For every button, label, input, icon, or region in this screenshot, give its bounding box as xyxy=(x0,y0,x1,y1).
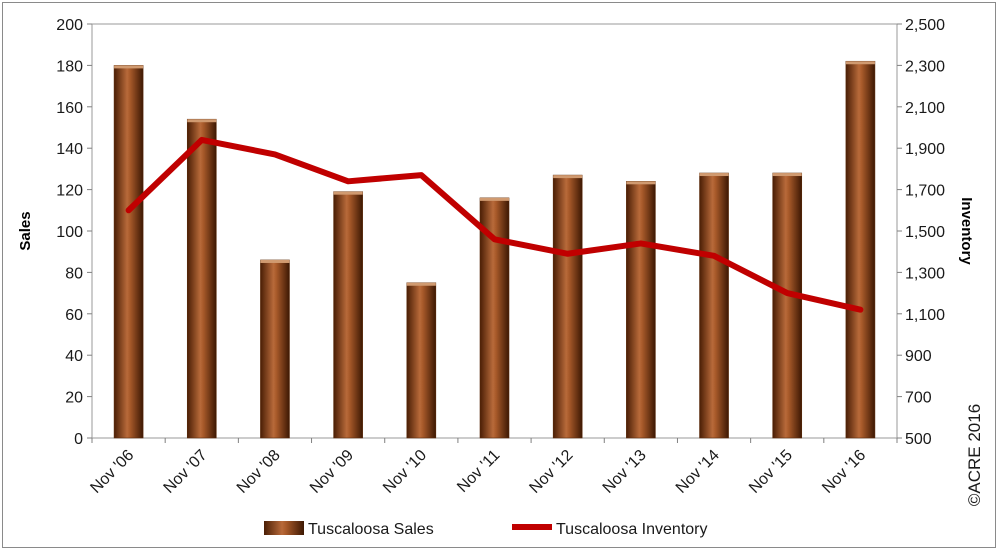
x-tick-label-10: Nov '16 xyxy=(819,447,869,497)
legend-inventory-label: Tuscaloosa Inventory xyxy=(556,521,707,538)
y-tick-label-1: 20 xyxy=(65,390,83,407)
y2-tick-label-2: 900 xyxy=(905,348,932,365)
bar-sales-top-1 xyxy=(187,119,217,123)
x-tick-label-5: Nov '11 xyxy=(454,447,503,496)
x-tick-label-6: Nov '12 xyxy=(526,447,576,497)
y-tick-label-3: 60 xyxy=(65,307,83,324)
y2-tick-label-9: 2,300 xyxy=(905,58,945,75)
line-layer xyxy=(125,136,864,313)
y2-tick-label-7: 1,900 xyxy=(905,141,945,158)
y-axis-title: Sales xyxy=(17,211,34,250)
y2-tick-label-1: 700 xyxy=(905,390,932,407)
y2-tick-label-5: 1,500 xyxy=(905,224,945,241)
y2-tick-label-6: 1,700 xyxy=(905,183,945,200)
x-tick-label-3: Nov '09 xyxy=(307,447,357,497)
y-tick-label-9: 180 xyxy=(56,58,83,75)
bar-sales-6 xyxy=(552,174,583,439)
bar-sales-8 xyxy=(699,172,729,439)
copyright-annotation: ©ACRE 2016 xyxy=(965,404,984,506)
x-tick-label-4: Nov '10 xyxy=(380,447,430,497)
bar-sales-top-10 xyxy=(845,61,875,65)
y-tick-label-0: 0 xyxy=(74,431,83,448)
y2-axis-title: Inventory xyxy=(958,197,975,265)
y2-tick-label-8: 2,100 xyxy=(905,100,945,117)
y-tick-label-8: 160 xyxy=(56,100,83,117)
x-tick-label-9: Nov '15 xyxy=(746,447,796,497)
bar-sales-top-6 xyxy=(553,175,583,179)
bar-sales-top-3 xyxy=(333,191,363,195)
y2-tick-label-10: 2,500 xyxy=(905,17,945,34)
x-tick-label-2: Nov '08 xyxy=(234,447,284,497)
bar-sales-10 xyxy=(845,60,876,439)
y-tick-label-2: 40 xyxy=(65,348,83,365)
bar-sales-top-8 xyxy=(699,173,729,177)
legend-sales-swatch xyxy=(264,521,304,535)
bar-sales-2 xyxy=(260,259,290,439)
y2-tick-label-4: 1,300 xyxy=(905,265,945,282)
y2-tick-label-0: 500 xyxy=(905,431,932,448)
bar-sales-3 xyxy=(333,191,363,439)
bar-sales-9 xyxy=(772,172,803,439)
y2-tick-label-3: 1,100 xyxy=(905,307,945,324)
bar-sales-top-9 xyxy=(772,173,802,177)
bar-sales-top-5 xyxy=(480,197,509,201)
y-tick-label-7: 140 xyxy=(56,141,83,158)
bar-sales-top-7 xyxy=(626,181,656,185)
bar-sales-4 xyxy=(406,282,437,439)
bar-sales-1 xyxy=(186,118,217,439)
y-tick-label-5: 100 xyxy=(56,224,83,241)
y-tick-label-10: 200 xyxy=(56,17,83,34)
bar-sales-top-0 xyxy=(114,65,144,69)
x-tick-label-0: Nov '06 xyxy=(87,447,137,497)
y-tick-label-6: 120 xyxy=(56,183,83,200)
legend: Tuscaloosa Sales Tuscaloosa Inventory xyxy=(264,521,707,538)
line-inventory xyxy=(125,136,864,313)
bar-sales-7 xyxy=(626,181,656,439)
x-tick-label-7: Nov '13 xyxy=(600,447,650,497)
legend-sales-label: Tuscaloosa Sales xyxy=(308,521,434,538)
bars-layer xyxy=(113,60,876,439)
x-tick-label-8: Nov '14 xyxy=(673,447,723,497)
bar-sales-top-4 xyxy=(406,282,436,286)
bar-sales-0 xyxy=(113,65,144,439)
y-tick-label-4: 80 xyxy=(65,265,83,282)
x-tick-label-1: Nov '07 xyxy=(161,447,211,497)
bar-sales-top-2 xyxy=(260,259,290,263)
